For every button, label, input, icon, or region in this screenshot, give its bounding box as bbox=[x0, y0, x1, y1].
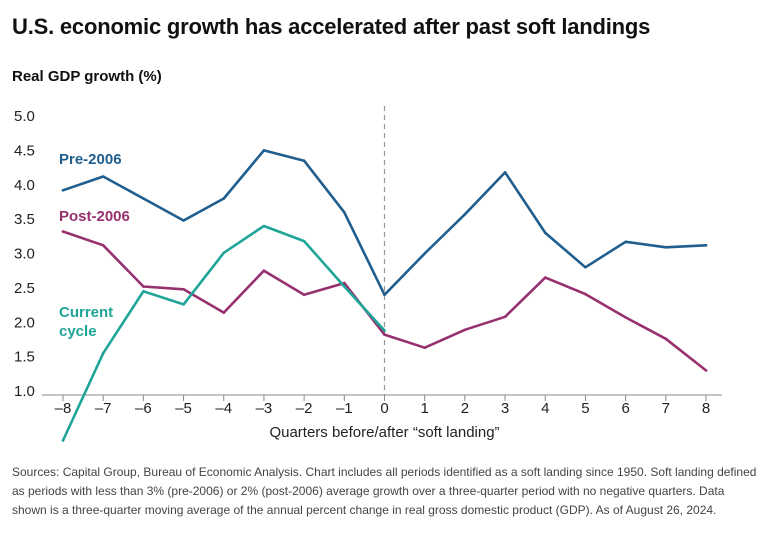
data-point-pre-2006 bbox=[463, 213, 467, 216]
x-tick-label: –5 bbox=[175, 400, 192, 417]
x-tick-label: 0 bbox=[380, 400, 388, 417]
data-point-post-2006 bbox=[543, 276, 547, 279]
x-tick-label: 8 bbox=[702, 400, 710, 417]
data-point-pre-2006 bbox=[222, 197, 226, 200]
x-axis-title: Quarters before/after “soft landing” bbox=[269, 424, 499, 441]
y-tick-label: 3.5 bbox=[14, 211, 35, 228]
data-point-post-2006 bbox=[503, 315, 507, 319]
data-point-post-2006 bbox=[704, 369, 708, 372]
chart-title: U.S. economic growth has accelerated aft… bbox=[12, 14, 651, 39]
data-point-current-cycle bbox=[262, 224, 266, 228]
y-tick-label: 1.0 bbox=[14, 383, 35, 400]
data-point-current-cycle bbox=[101, 351, 105, 355]
data-point-post-2006 bbox=[142, 285, 145, 288]
x-tick-label: –3 bbox=[256, 400, 273, 417]
x-tick-label: 4 bbox=[541, 400, 549, 417]
data-point-post-2006 bbox=[302, 293, 306, 297]
data-point-pre-2006 bbox=[142, 197, 145, 200]
x-tick-label: 5 bbox=[581, 400, 589, 417]
x-tick-label: –1 bbox=[336, 400, 353, 417]
data-point-pre-2006 bbox=[302, 159, 306, 162]
data-point-pre-2006 bbox=[343, 210, 346, 214]
data-point-pre-2006 bbox=[423, 252, 426, 255]
series-label-current-cycle: cycle bbox=[59, 323, 97, 340]
data-point-pre-2006 bbox=[584, 265, 587, 269]
y-tick-label: 5.0 bbox=[14, 108, 35, 125]
data-point-pre-2006 bbox=[101, 175, 105, 178]
x-tick-label: –6 bbox=[135, 400, 152, 417]
data-point-pre-2006 bbox=[543, 231, 547, 235]
x-tick-label: –4 bbox=[215, 400, 232, 417]
data-point-post-2006 bbox=[463, 328, 467, 332]
y-tick-label: 3.0 bbox=[14, 246, 35, 263]
x-tick-label: –7 bbox=[95, 400, 112, 417]
x-tick-label: 7 bbox=[662, 400, 670, 417]
data-point-post-2006 bbox=[423, 346, 426, 349]
x-tick-label: 6 bbox=[621, 400, 629, 417]
data-point-post-2006 bbox=[262, 269, 266, 272]
y-tick-label: 2.5 bbox=[14, 280, 35, 297]
y-tick-label: 4.0 bbox=[14, 177, 35, 194]
data-point-post-2006 bbox=[664, 337, 668, 341]
x-tick-label: 3 bbox=[501, 400, 509, 417]
data-point-post-2006 bbox=[624, 316, 627, 319]
data-point-current-cycle bbox=[222, 251, 226, 255]
x-tick-label: 1 bbox=[421, 400, 429, 417]
x-tick-label: –2 bbox=[296, 400, 313, 417]
data-point-pre-2006 bbox=[664, 246, 668, 249]
line-chart: 5.0 4.5 4.0 3.5 3.0 2.5 2.0 1.5 1.0 –8 –7 –6 –5 –4 –3 –… bbox=[14, 106, 722, 442]
data-point-current-cycle bbox=[343, 285, 346, 288]
data-point-pre-2006 bbox=[182, 219, 185, 222]
data-point-post-2006 bbox=[584, 292, 587, 296]
y-tick-label: 1.5 bbox=[14, 349, 35, 366]
series-label-post-2006: Post-2006 bbox=[59, 208, 130, 225]
data-point-post-2006 bbox=[222, 311, 226, 314]
data-point-pre-2006 bbox=[383, 293, 386, 297]
y-axis-title: Real GDP growth (%) bbox=[12, 68, 162, 85]
data-point-current-cycle bbox=[142, 290, 145, 293]
data-point-pre-2006 bbox=[503, 171, 507, 174]
series-label-pre-2006: Pre-2006 bbox=[59, 151, 122, 168]
data-point-pre-2006 bbox=[262, 149, 266, 152]
x-tick-label: –8 bbox=[55, 400, 72, 417]
data-point-post-2006 bbox=[61, 230, 65, 233]
data-point-current-cycle bbox=[61, 439, 65, 442]
data-point-current-cycle bbox=[302, 239, 306, 243]
data-point-pre-2006 bbox=[704, 243, 708, 247]
data-point-post-2006 bbox=[343, 281, 346, 285]
data-point-pre-2006 bbox=[624, 240, 627, 244]
source-notes: Sources: Capital Group, Bureau of Econom… bbox=[12, 465, 757, 517]
data-point-post-2006 bbox=[182, 287, 185, 291]
data-point-current-cycle bbox=[383, 329, 386, 332]
x-tick-label: 2 bbox=[461, 400, 469, 417]
data-point-current-cycle bbox=[182, 303, 185, 306]
series-label-current-cycle: Current bbox=[59, 304, 113, 321]
data-point-pre-2006 bbox=[61, 188, 65, 192]
data-point-post-2006 bbox=[101, 243, 105, 247]
y-tick-label: 2.0 bbox=[14, 314, 35, 331]
data-point-post-2006 bbox=[383, 333, 386, 336]
y-tick-label: 4.5 bbox=[14, 142, 35, 159]
